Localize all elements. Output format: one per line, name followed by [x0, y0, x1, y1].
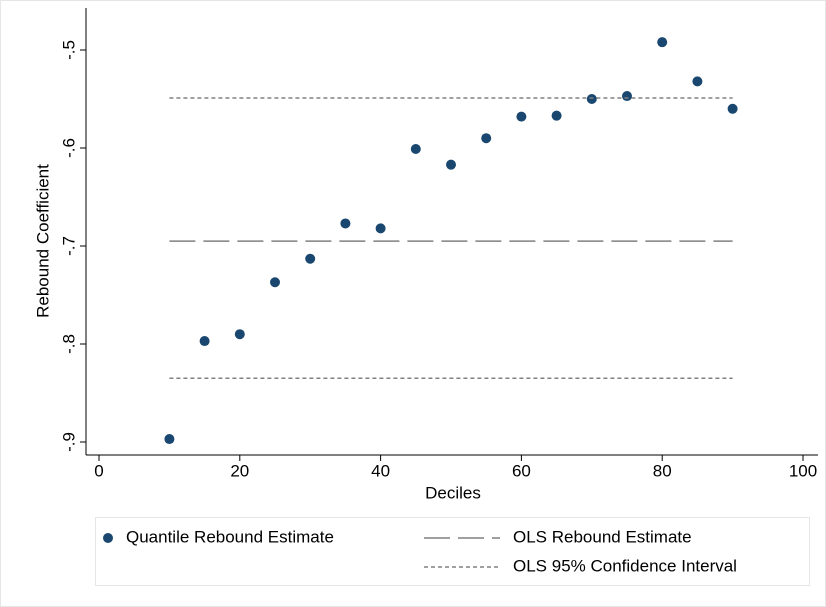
data-point	[586, 94, 597, 104]
data-point	[516, 111, 527, 122]
data-point	[657, 37, 668, 48]
data-point	[410, 143, 421, 154]
data-point	[727, 103, 738, 114]
data-point	[551, 110, 562, 121]
data-point	[270, 277, 280, 288]
x-tick-label: 100	[789, 461, 817, 480]
data-point	[446, 159, 456, 170]
legend-label: OLS 95% Confidence Interval	[513, 556, 737, 575]
data-point	[692, 76, 703, 87]
data-point	[305, 253, 316, 264]
data-point	[340, 218, 351, 229]
legend	[95, 517, 810, 586]
data-point	[375, 223, 386, 234]
y-tick-label: -.9	[59, 432, 78, 452]
x-tick-label: 40	[371, 461, 390, 480]
legend-label: OLS Rebound Estimate	[513, 527, 692, 546]
y-tick-label: -.6	[59, 138, 78, 158]
y-tick-label: -.8	[59, 334, 78, 354]
data-point	[481, 133, 492, 144]
y-tick-label: -.5	[59, 40, 78, 60]
data-point	[234, 329, 245, 340]
legend-marker	[103, 533, 113, 543]
x-tick-label: 20	[230, 461, 249, 480]
data-point	[199, 336, 210, 347]
y-axis-label: Rebound Coefficient	[33, 164, 52, 318]
legend-label: Quantile Rebound Estimate	[126, 527, 334, 546]
x-tick-label: 0	[94, 461, 103, 480]
data-point	[622, 91, 632, 102]
x-tick-label: 80	[653, 461, 672, 480]
x-tick-label: 60	[512, 461, 531, 480]
data-point	[164, 434, 175, 445]
x-axis-label: Deciles	[425, 483, 481, 502]
y-tick-label: -.7	[59, 236, 78, 256]
